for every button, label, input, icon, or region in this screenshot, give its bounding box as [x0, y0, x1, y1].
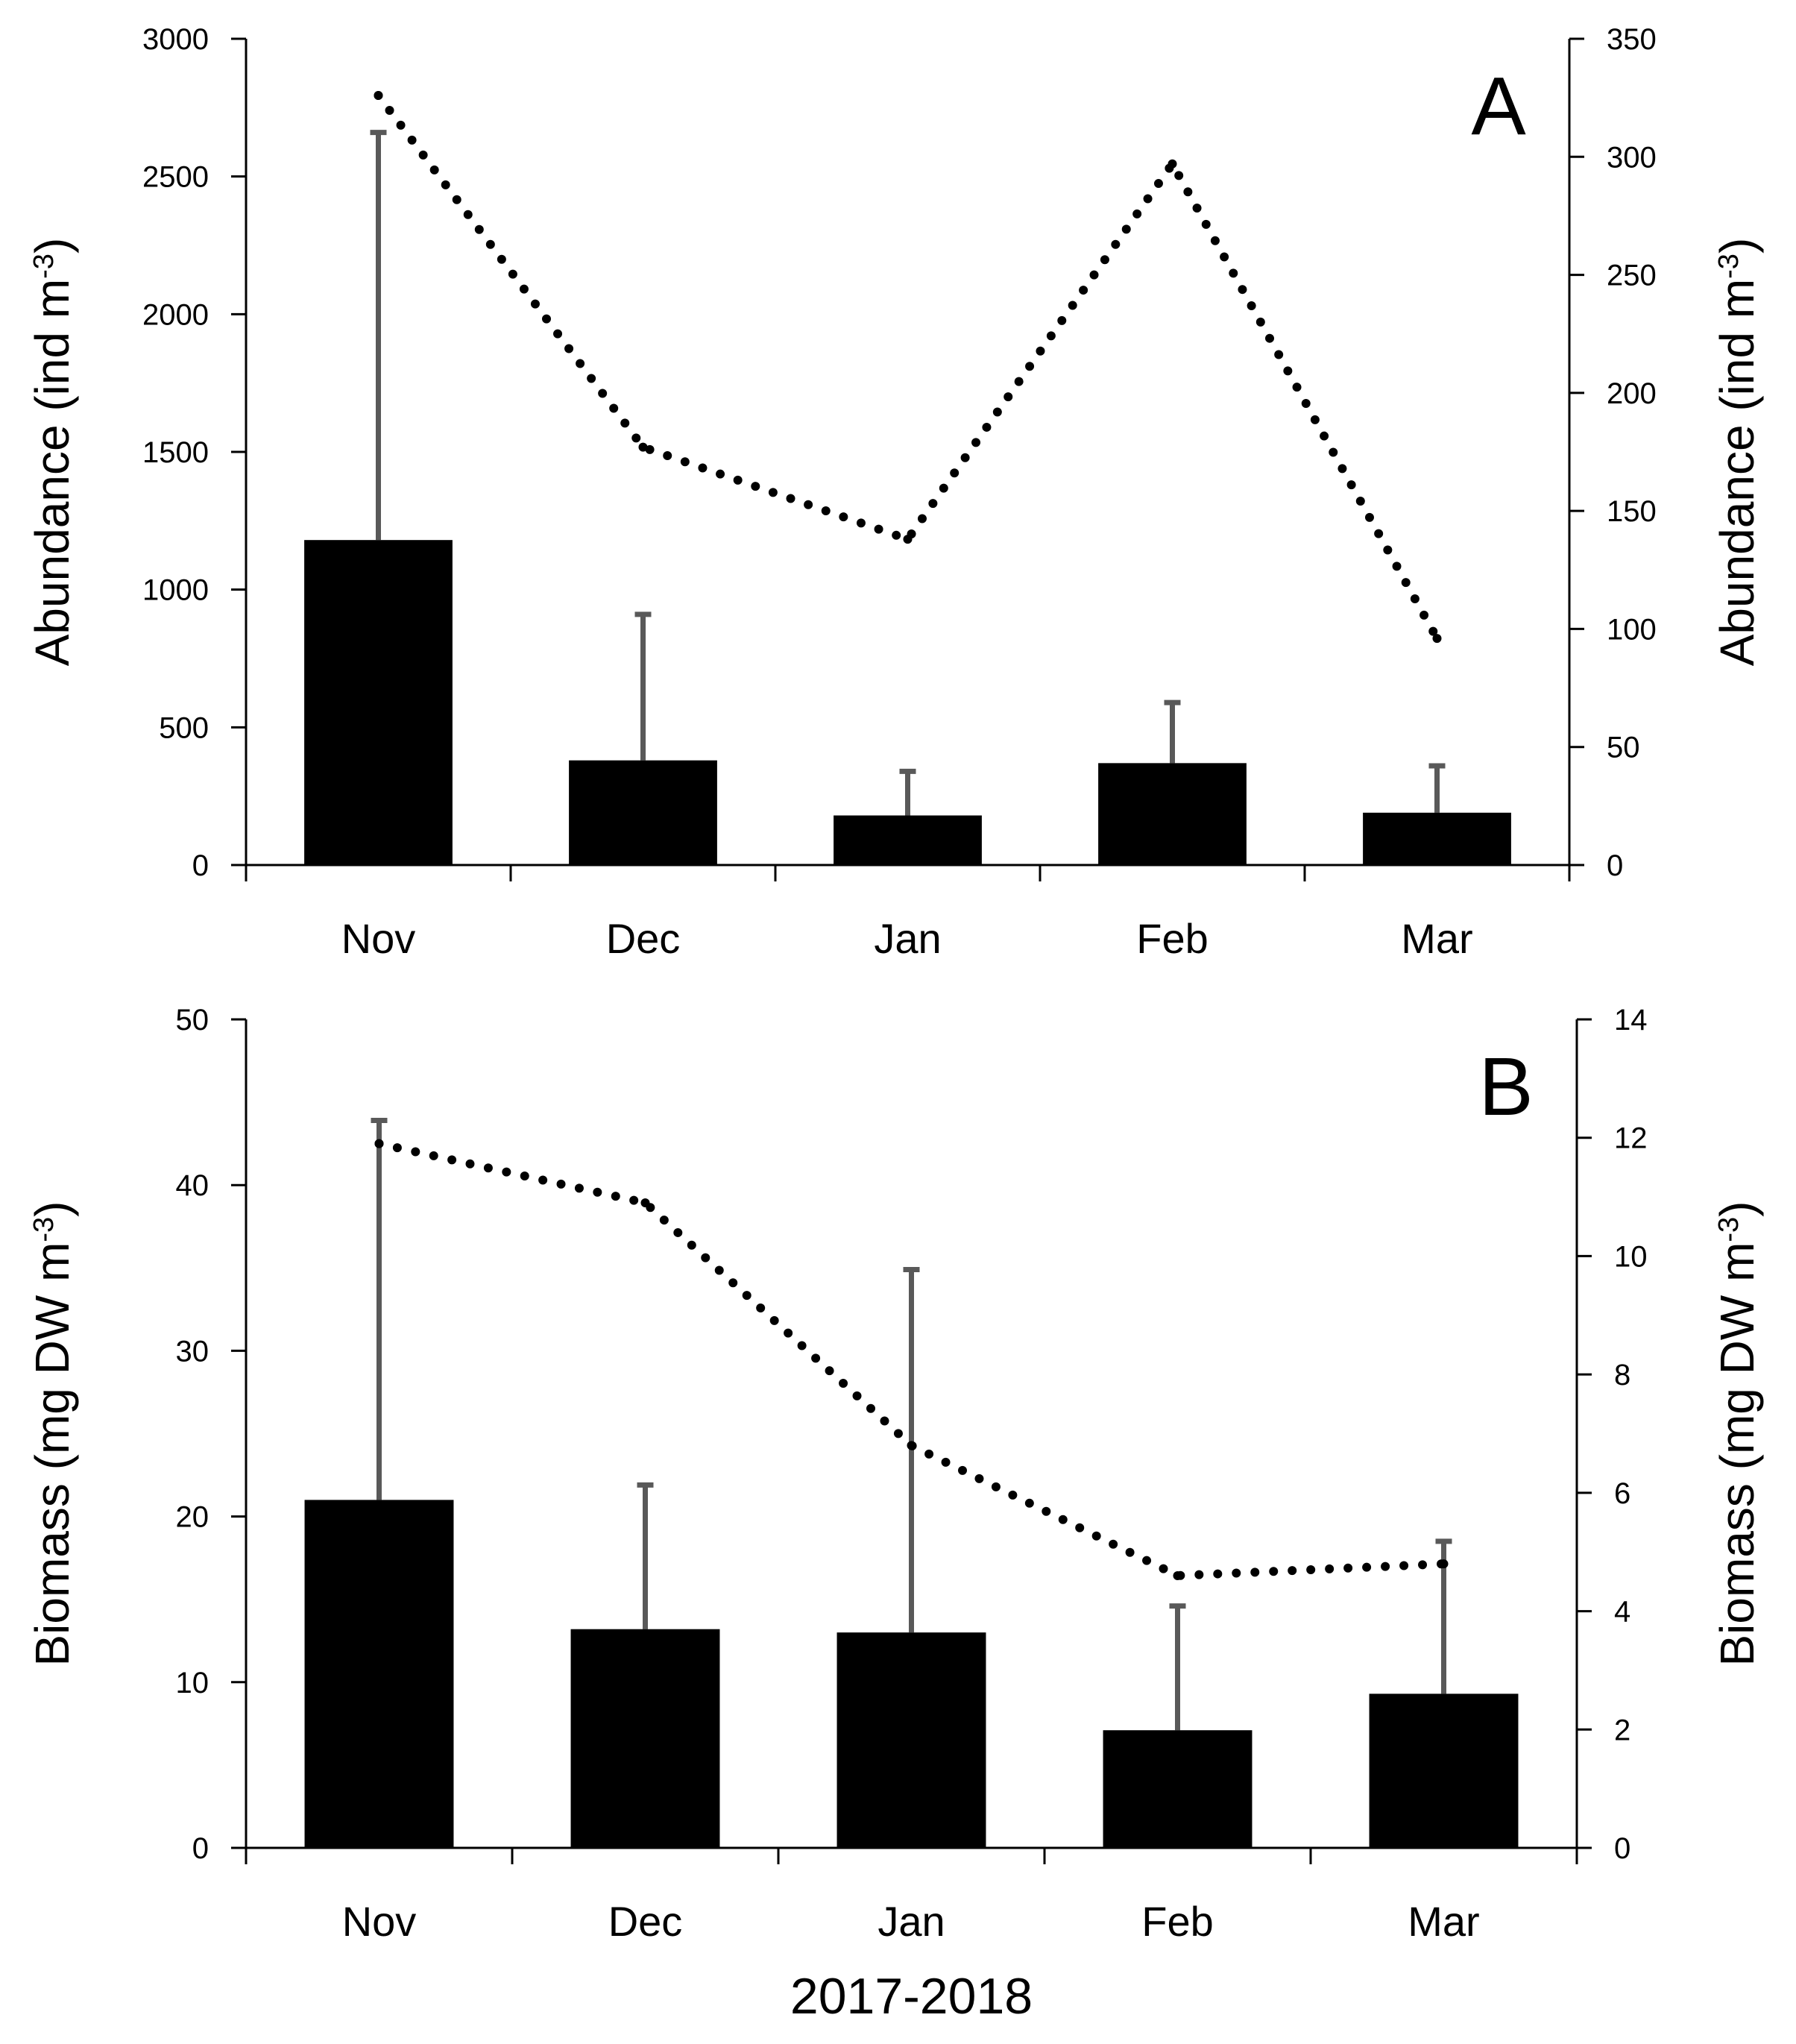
y-tick-label-left: 3000 [142, 23, 209, 56]
bar-feb [1098, 763, 1247, 865]
bar-nov [304, 540, 453, 865]
x-tick-label-feb: Feb [1136, 915, 1209, 962]
y-tick-label-left: 2000 [142, 298, 209, 331]
x-tick-label-mar: Mar [1408, 1898, 1479, 1945]
y-tick-label-right: 14 [1614, 1004, 1648, 1037]
y-tick-label-left: 30 [176, 1335, 209, 1368]
line-point [640, 1198, 650, 1208]
y-tick-label-left: 1000 [142, 574, 209, 607]
y-tick-label-right: 4 [1614, 1596, 1630, 1629]
y-tick-label-left: 20 [176, 1501, 209, 1534]
bar-jan [836, 1632, 986, 1848]
y-tick-label-right: 200 [1607, 377, 1657, 410]
bar-mar [1369, 1694, 1519, 1848]
y-tick-label-right: 6 [1614, 1477, 1630, 1510]
y-tick-label-left: 2500 [142, 161, 209, 194]
y-axis-title-right: Abundance (ind m-3) [1710, 238, 1764, 667]
y-tick-label-right: 250 [1607, 260, 1657, 292]
y-tick-label-left: 0 [192, 849, 209, 882]
bar-dec [569, 760, 717, 865]
panel-letter: B [1478, 1041, 1533, 1133]
x-tick-label-dec: Dec [606, 915, 681, 962]
x-tick-label-jan: Jan [877, 1898, 945, 1945]
x-tick-label-mar: Mar [1401, 915, 1472, 962]
x-tick-label-dec: Dec [608, 1898, 683, 1945]
line-point [1173, 1570, 1182, 1580]
y-tick-label-left: 10 [176, 1667, 209, 1699]
y-tick-label-right: 50 [1607, 732, 1640, 764]
line-point [1439, 1559, 1449, 1569]
bar-dec [570, 1629, 720, 1848]
line-point [374, 90, 383, 100]
y-tick-label-right: 2 [1614, 1714, 1630, 1746]
y-tick-label-left: 1500 [142, 436, 209, 469]
line-point [903, 535, 913, 544]
x-tick-label-nov: Nov [341, 915, 416, 962]
y-axis-title-left: Biomass (mg DW m-3) [25, 1201, 79, 1666]
y-tick-label-right: 8 [1614, 1359, 1630, 1392]
bar-mar [1363, 812, 1511, 865]
dotted-line-series [374, 90, 1442, 644]
line-point [907, 1441, 916, 1450]
y-tick-label-right: 0 [1607, 849, 1623, 882]
y-tick-label-right: 12 [1614, 1122, 1648, 1155]
x-tick-label-nov: Nov [342, 1898, 417, 1945]
y-axis-title-left: Abundance (ind m-3) [25, 238, 79, 667]
y-tick-label-right: 150 [1607, 495, 1657, 528]
x-axis-title: 2017-2018 [790, 1968, 1033, 2025]
bar-feb [1103, 1730, 1253, 1848]
line-point [1432, 634, 1442, 644]
y-tick-label-right: 10 [1614, 1240, 1648, 1273]
x-tick-label-feb: Feb [1141, 1898, 1214, 1945]
panel-letter: A [1471, 60, 1526, 152]
bar-jan [834, 815, 982, 865]
bar-nov [304, 1500, 454, 1848]
y-tick-label-left: 50 [176, 1004, 209, 1037]
y-tick-label-right: 300 [1607, 141, 1657, 174]
y-tick-label-right: 0 [1614, 1832, 1630, 1865]
panel-B: 0 10 20 30 40 50 0 2 4 6 8 10 12 14 Nov Dec Jan Feb Mar Bio… [25, 1004, 1764, 2025]
line-point [1168, 159, 1177, 169]
panel-A: 0 500 1000 1500 2000 2500 3000 0 50 100 150 200 250 3… [25, 23, 1764, 962]
y-tick-label-left: 0 [192, 1832, 209, 1865]
y-tick-label-left: 40 [176, 1169, 209, 1202]
line-point [638, 442, 648, 452]
line-point [374, 1139, 384, 1148]
x-tick-label-jan: Jan [874, 915, 941, 962]
y-axis-title-right: Biomass (mg DW m-3) [1710, 1201, 1764, 1666]
y-tick-label-right: 100 [1607, 613, 1657, 646]
y-tick-label-right: 350 [1607, 23, 1657, 56]
y-tick-label-left: 500 [159, 711, 209, 744]
